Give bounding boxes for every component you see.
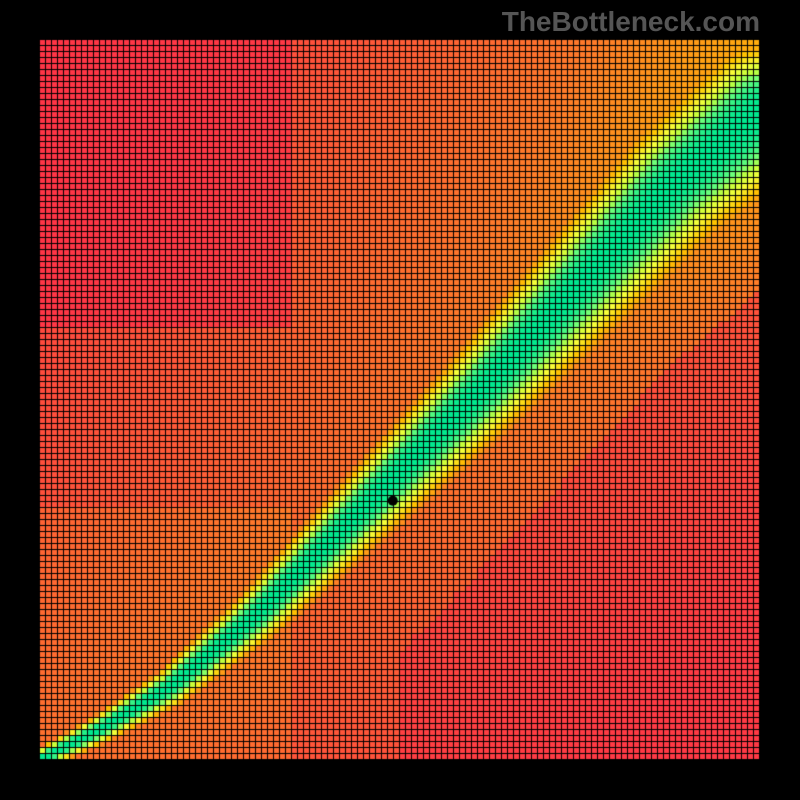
bottleneck-heatmap — [0, 0, 800, 800]
chart-container: TheBottleneck.com — [0, 0, 800, 800]
watermark-text: TheBottleneck.com — [502, 6, 760, 38]
